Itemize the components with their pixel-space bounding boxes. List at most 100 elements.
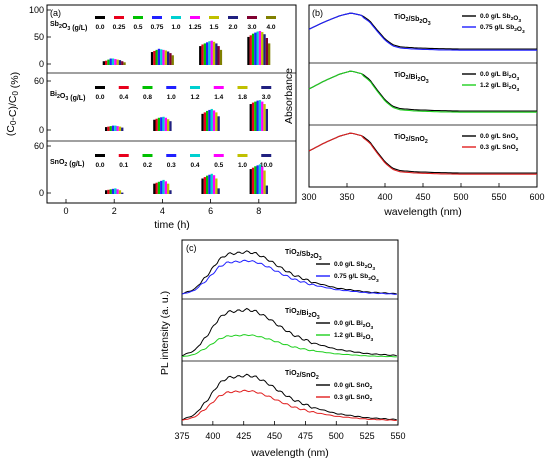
panel-a-bar [251, 33, 255, 65]
panel-c-legend-label: 1.2 g/L Bi2O3 [334, 332, 374, 343]
panel-a-bar [111, 188, 115, 194]
panel-a-xlabel: time (h) [154, 219, 190, 231]
panel-c-subtitle: TiO2/SnO2 [285, 370, 319, 381]
panel-a-bar [153, 183, 156, 194]
panel-c-subtitle: TiO2/Sb2O3 [285, 249, 322, 262]
panel-c-xtick-label: 400 [205, 431, 220, 441]
panel-a-legend-value: 1.4 [214, 94, 223, 101]
panel-a-bar [107, 59, 110, 65]
panel-a-bar [258, 30, 262, 65]
panel-c-curve [181, 373, 397, 421]
panel-a-bar [258, 164, 262, 194]
panel-c-curve [181, 259, 397, 295]
panel-a-bar [150, 52, 154, 65]
panel-a-ytick-label: 0 [39, 188, 44, 198]
panel-a-legend-value: 1.0 [167, 94, 176, 101]
panel-b-legend-label: 1.2 g/L Bi2O3 [480, 82, 520, 93]
panel-a-legend-title: SnO2 (g/L) [50, 159, 84, 168]
panel-a-bar [105, 127, 108, 131]
panel-b-ylabel: Absorbance [283, 68, 295, 124]
panel-a-bar [203, 43, 206, 65]
panel-a-bar [258, 100, 262, 131]
panel-a-xtick-label: 0 [63, 206, 68, 216]
panel-a-bar [102, 61, 105, 65]
panel-a-bar [167, 51, 170, 65]
panel-a-legend-swatch [118, 86, 129, 89]
panel-a-bar [268, 43, 271, 65]
panel-a-bar [167, 183, 170, 194]
panel-a-xtick-label: 4 [160, 206, 165, 216]
panel-a-bar [210, 173, 213, 194]
panel-c-curve [181, 250, 397, 295]
panel-a-xtick-label: 8 [256, 206, 261, 216]
panel-b-legend-label: 0.0 g/L Bi2O3 [480, 71, 520, 82]
panel-c-xtick-label: 375 [174, 431, 189, 441]
panel-a-bar [208, 41, 211, 65]
panel-a-bar [155, 49, 158, 65]
panel-a-bar [118, 126, 122, 131]
panel-a-bar [251, 102, 255, 131]
panel-a-bar [160, 49, 163, 65]
panel-b-legend-label: 0.75 g/L Sb2O3 [480, 24, 525, 35]
panel-b-subtitle: TiO2/Sb2O3 [394, 14, 431, 27]
panel-c-subtitle: TiO2/Bi2O3 [285, 308, 320, 321]
panel-a-bar [162, 49, 165, 65]
panel-a-bar [249, 169, 252, 194]
panel-a-legend-value: 0.2 [143, 162, 152, 169]
panel-c-xtick-label: 450 [267, 431, 282, 441]
panel-a-bar [169, 53, 172, 65]
panel-a-bar [169, 190, 172, 194]
panel-a-legend-swatch [152, 16, 162, 19]
panel-a-bar [105, 190, 108, 194]
panel-a-bar [261, 166, 264, 194]
panel-a-bar [206, 42, 209, 65]
panel-a-legend-swatch [209, 16, 219, 19]
panel-a-bar [212, 41, 216, 65]
panel-c-curve [181, 389, 397, 422]
panel-a-legend-swatch [261, 154, 272, 157]
panel-a-legend-value: 0.0 [95, 24, 104, 31]
panel-a-bar [109, 126, 112, 131]
panel-a-bar [203, 177, 206, 194]
panel-a-bar [114, 188, 117, 194]
panel-a-legend-value: 0.1 [119, 162, 128, 169]
panel-a-bar [164, 181, 167, 194]
panel-a-bar [114, 125, 117, 131]
panel-a-ytick-label: 0 [39, 125, 44, 135]
panel-a-bar [249, 104, 252, 131]
panel-b-legend-label: 0.0 g/L SnO2 [480, 133, 519, 142]
panel-a-bar [157, 48, 161, 65]
panel-a-ytick-label: 100 [29, 5, 44, 15]
panel-a-bar [219, 49, 223, 65]
panel-a-bar [212, 175, 216, 194]
panel-a-legend-value: 1.2 [190, 94, 199, 101]
panel-b-subtitle: TiO2/Bi2O3 [394, 72, 429, 85]
panel-a-legend-value: 0.4 [190, 162, 199, 169]
panel-c-xtick-label: 425 [236, 431, 251, 441]
panel-a-legend-value: 0.25 [113, 24, 126, 31]
panel-a-legend-swatch [190, 86, 200, 89]
panel-a-bar [261, 32, 264, 65]
panel-c-xlabel: wavelength (nm) [250, 447, 329, 459]
panel-a-legend-swatch [190, 16, 200, 19]
panel-a-legend-title: Bi2O3 (g/L) [50, 91, 85, 102]
panel-a-bar [217, 46, 220, 65]
panel-a-ytick-label: 50 [34, 32, 44, 42]
panel-c-xtick-label: 475 [298, 431, 313, 441]
panel-c-legend-label: 0.0 g/L Bi2O3 [334, 320, 374, 331]
panel-a-bar [111, 125, 115, 131]
panel-a-bar [109, 189, 112, 194]
panel-a-bar [107, 126, 110, 131]
panel-a-bar [201, 113, 204, 131]
panel-a-legend-value: 3.0 [247, 24, 256, 31]
panel-a-legend-swatch [118, 154, 129, 157]
panel-a-bar [206, 175, 209, 194]
panel-c-legend-label: 0.0 g/L Sb2O3 [334, 261, 375, 272]
panel-a-bar [256, 31, 259, 65]
panel-a-bar [109, 58, 112, 65]
panel-a-bar [157, 117, 161, 131]
panel-a-bar [249, 35, 252, 65]
panel-a-legend-swatch [247, 16, 257, 19]
panel-a-label: (a) [50, 8, 61, 18]
